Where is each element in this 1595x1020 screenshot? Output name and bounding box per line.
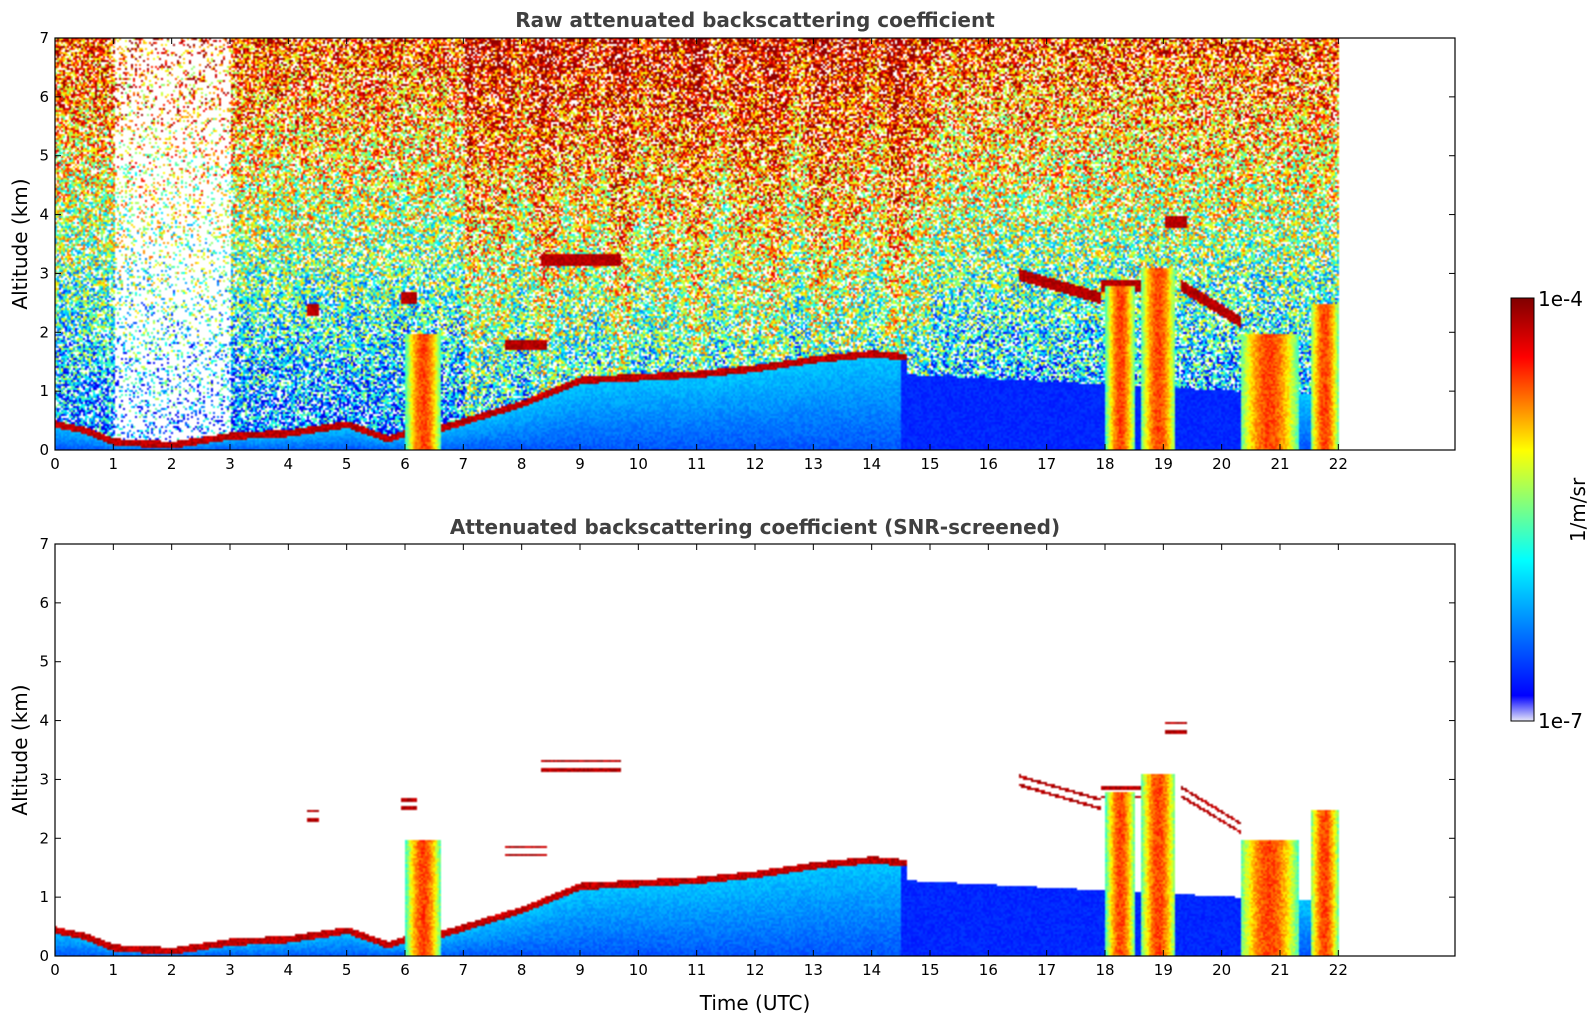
y-tick-label: 0 <box>39 441 49 459</box>
x-tick-label: 8 <box>517 455 527 473</box>
x-tick-label: 16 <box>979 455 998 473</box>
y-tick-label: 0 <box>39 947 49 965</box>
x-tick-label: 12 <box>745 455 764 473</box>
panel-raw: Raw attenuated backscattering coefficien… <box>8 8 1456 473</box>
x-tick-label: 18 <box>1095 961 1114 979</box>
x-tick-label: 9 <box>575 961 585 979</box>
y-tick-label: 4 <box>39 206 49 224</box>
x-tick-label: 4 <box>284 961 294 979</box>
panel-raw-ticks: 0 1 2 3 4 5 6 7 8 9 10 11 12 13 14 15 16 17 18 19 20 21 220123… <box>39 29 1455 473</box>
x-tick-label: 15 <box>920 961 939 979</box>
x-tick-label: 10 <box>629 961 648 979</box>
y-tick-label: 1 <box>39 888 49 906</box>
x-tick-label: 21 <box>1270 961 1289 979</box>
colorbar-min-label: 1e-7 <box>1538 709 1583 733</box>
y-tick-label: 2 <box>39 323 49 341</box>
panel-screened-title: Attenuated backscattering coefficient (S… <box>450 515 1060 539</box>
x-tick-label: 22 <box>1329 961 1348 979</box>
x-tick-label: 3 <box>225 961 235 979</box>
x-tick-label: 5 <box>342 455 352 473</box>
y-tick-label: 5 <box>39 653 49 671</box>
panel-raw-ylabel: Altitude (km) <box>8 178 32 309</box>
x-tick-label: 11 <box>687 455 706 473</box>
x-tick-label: 12 <box>745 961 764 979</box>
x-tick-label: 10 <box>629 455 648 473</box>
panel-screened-heatmap <box>55 544 1455 956</box>
y-tick-label: 3 <box>39 770 49 788</box>
x-tick-label: 1 <box>109 961 119 979</box>
y-tick-label: 7 <box>39 535 49 553</box>
x-tick-label: 7 <box>459 455 469 473</box>
panel-raw-heatmap <box>55 38 1455 450</box>
x-tick-label: 15 <box>920 455 939 473</box>
x-tick-label: 4 <box>284 455 294 473</box>
x-tick-label: 19 <box>1154 961 1173 979</box>
x-tick-label: 2 <box>167 455 177 473</box>
panel-screened: Attenuated backscattering coefficient (S… <box>8 515 1456 1015</box>
x-tick-label: 18 <box>1095 455 1114 473</box>
x-tick-label: 17 <box>1037 961 1056 979</box>
x-tick-label: 6 <box>400 455 410 473</box>
y-tick-label: 2 <box>39 829 49 847</box>
y-tick-label: 6 <box>39 88 49 106</box>
x-tick-label: 14 <box>862 961 881 979</box>
colorbar-bar <box>1510 297 1535 722</box>
x-tick-label: 20 <box>1212 455 1231 473</box>
x-tick-label: 0 <box>50 961 60 979</box>
x-tick-label: 14 <box>862 455 881 473</box>
x-tick-label: 9 <box>575 455 585 473</box>
x-tick-label: 22 <box>1329 455 1348 473</box>
x-tick-label: 6 <box>400 961 410 979</box>
panel-screened-ticks: 0 1 2 3 4 5 6 7 8 9 10 11 12 13 14 15 16 17 18 19 20 21 220123… <box>39 535 1455 979</box>
x-tick-label: 17 <box>1037 455 1056 473</box>
x-tick-label: 20 <box>1212 961 1231 979</box>
x-tick-label: 3 <box>225 455 235 473</box>
x-tick-label: 16 <box>979 961 998 979</box>
y-tick-label: 5 <box>39 147 49 165</box>
panel-raw-title: Raw attenuated backscattering coefficien… <box>515 8 995 32</box>
y-tick-label: 7 <box>39 29 49 47</box>
panel-screened-ylabel: Altitude (km) <box>8 684 32 815</box>
x-tick-label: 1 <box>109 455 119 473</box>
x-tick-label: 8 <box>517 961 527 979</box>
colorbar-unit-label: 1/m/sr <box>1566 477 1590 542</box>
x-tick-label: 7 <box>459 961 469 979</box>
y-tick-label: 4 <box>39 712 49 730</box>
x-tick-label: 13 <box>804 455 823 473</box>
x-tick-label: 11 <box>687 961 706 979</box>
x-tick-label: 2 <box>167 961 177 979</box>
colorbar: 1e-4 1e-7 1/m/sr <box>1510 287 1590 733</box>
y-tick-label: 3 <box>39 264 49 282</box>
y-tick-label: 1 <box>39 382 49 400</box>
y-tick-label: 6 <box>39 594 49 612</box>
x-tick-label: 5 <box>342 961 352 979</box>
panel-screened-xlabel: Time (UTC) <box>699 991 811 1015</box>
x-tick-label: 13 <box>804 961 823 979</box>
x-tick-label: 0 <box>50 455 60 473</box>
x-tick-label: 19 <box>1154 455 1173 473</box>
x-tick-label: 21 <box>1270 455 1289 473</box>
colorbar-max-label: 1e-4 <box>1538 287 1583 311</box>
